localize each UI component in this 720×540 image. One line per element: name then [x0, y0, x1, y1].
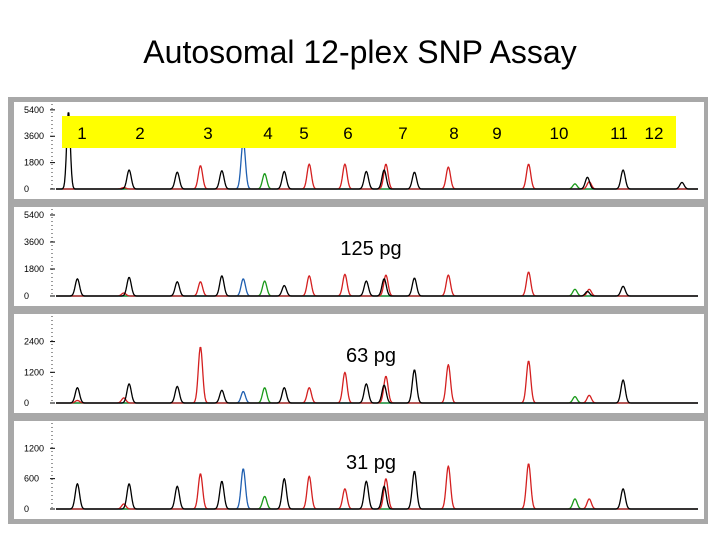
- panel-label: 125 pg: [340, 238, 401, 260]
- y-tick-label: 600: [24, 474, 39, 484]
- y-tick-label: 5400: [24, 210, 44, 220]
- panel-background: [14, 314, 704, 413]
- locus-label: 2: [135, 124, 144, 143]
- panel-background: [14, 421, 704, 519]
- y-tick-label: 0: [24, 184, 29, 194]
- locus-label: 4: [263, 124, 272, 143]
- y-tick-label: 3600: [24, 237, 44, 247]
- trace-black: [56, 470, 698, 510]
- locus-highlight: [62, 116, 676, 148]
- trace-black: [56, 275, 698, 297]
- locus-label: 10: [550, 124, 569, 143]
- panel-label: 31 pg: [346, 452, 396, 474]
- y-tick-label: 0: [24, 291, 29, 301]
- locus-label: 8: [449, 124, 458, 143]
- locus-label: 3: [203, 124, 212, 143]
- locus-label: 6: [343, 124, 352, 143]
- y-tick-label: 5400: [24, 105, 44, 115]
- locus-label: 5: [299, 124, 308, 143]
- locus-label: 9: [492, 124, 501, 143]
- locus-label: 7: [398, 124, 407, 143]
- panel-2: 0 1800 3600 5400 125 pg: [14, 207, 704, 306]
- locus-label: 1: [77, 124, 86, 143]
- locus-label: 11: [610, 124, 628, 143]
- panel-3: 0 1200 2400 63 pg: [14, 314, 704, 413]
- y-tick-label: 0: [24, 504, 29, 514]
- page-title: Autosomal 12-plex SNP Assay: [143, 34, 577, 70]
- panel-4: 0 600 1200 31 pg: [14, 421, 704, 519]
- trace-black: [56, 112, 698, 190]
- locus-label-bar: 1 2 3 4 5 6 7 8 9 10 11 12: [62, 116, 676, 148]
- locus-label: 12: [645, 124, 664, 143]
- y-tick-label: 1800: [24, 264, 44, 274]
- y-tick-label: 1200: [24, 367, 44, 377]
- y-tick-label: 1200: [24, 443, 44, 453]
- trace-black: [56, 369, 698, 404]
- y-tick-label: 2400: [24, 337, 44, 347]
- y-tick-label: 0: [24, 398, 29, 408]
- y-tick-label: 3600: [24, 131, 44, 141]
- y-tick-label: 1800: [24, 158, 44, 168]
- panel-label: 63 pg: [346, 345, 396, 367]
